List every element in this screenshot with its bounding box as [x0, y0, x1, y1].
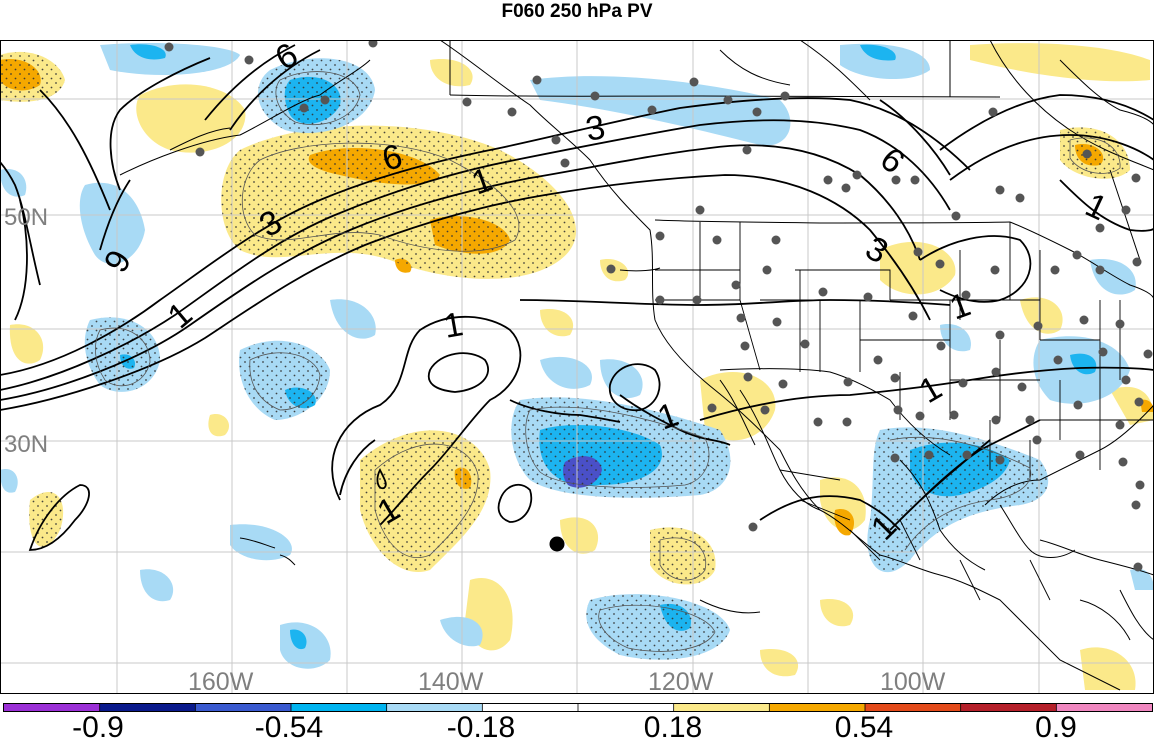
lat-label-30n: 30N [4, 431, 48, 458]
anomaly-outlines [95, 71, 1121, 652]
colorbar-segment [386, 704, 483, 711]
colorbar-segment [673, 704, 770, 711]
colorbar-segment [769, 704, 866, 711]
colorbar-segment [578, 704, 675, 711]
colorbar-label: -0.54 [255, 711, 323, 739]
map-title: F060 250 hPa PV [501, 1, 653, 22]
colorbar-label: 0.54 [835, 711, 893, 739]
colorbar-segment [4, 704, 101, 711]
pv-contours [0, 44, 1154, 551]
colorbar-label: -0.9 [72, 711, 124, 739]
lon-label-140w: 140W [418, 668, 484, 696]
colorbar-label: 0.18 [644, 711, 702, 739]
lon-label-160w: 160W [188, 668, 254, 696]
colorbar-segments [4, 704, 1153, 711]
storm-center-marker [549, 536, 565, 552]
colorbar-segment [291, 704, 388, 711]
colorbar-segment [482, 704, 579, 711]
colorbar-segment [99, 704, 196, 711]
lat-label-50n: 50N [4, 204, 48, 231]
pv-anomaly-shading [0, 43, 1154, 690]
lon-label-100w: 100W [880, 668, 946, 696]
observation-stations [164, 40, 1153, 572]
colorbar-label: 0.9 [1035, 711, 1077, 739]
colorbar-labels: -0.9 -0.54 -0.18 0.18 0.54 0.9 [72, 711, 1077, 739]
lon-label-120w: 120W [648, 668, 714, 696]
colorbar-frame [3, 703, 1153, 712]
latlon-grid [0, 40, 1154, 694]
colorbar-segment [1056, 704, 1153, 711]
colorbar-label: -0.18 [447, 711, 515, 739]
colorbar-segment [195, 704, 292, 711]
colorbar-segment [960, 704, 1057, 711]
colorbar-segment [865, 704, 962, 711]
colorbar: -0.9 -0.54 -0.18 0.18 0.54 0.9 [3, 703, 1153, 739]
